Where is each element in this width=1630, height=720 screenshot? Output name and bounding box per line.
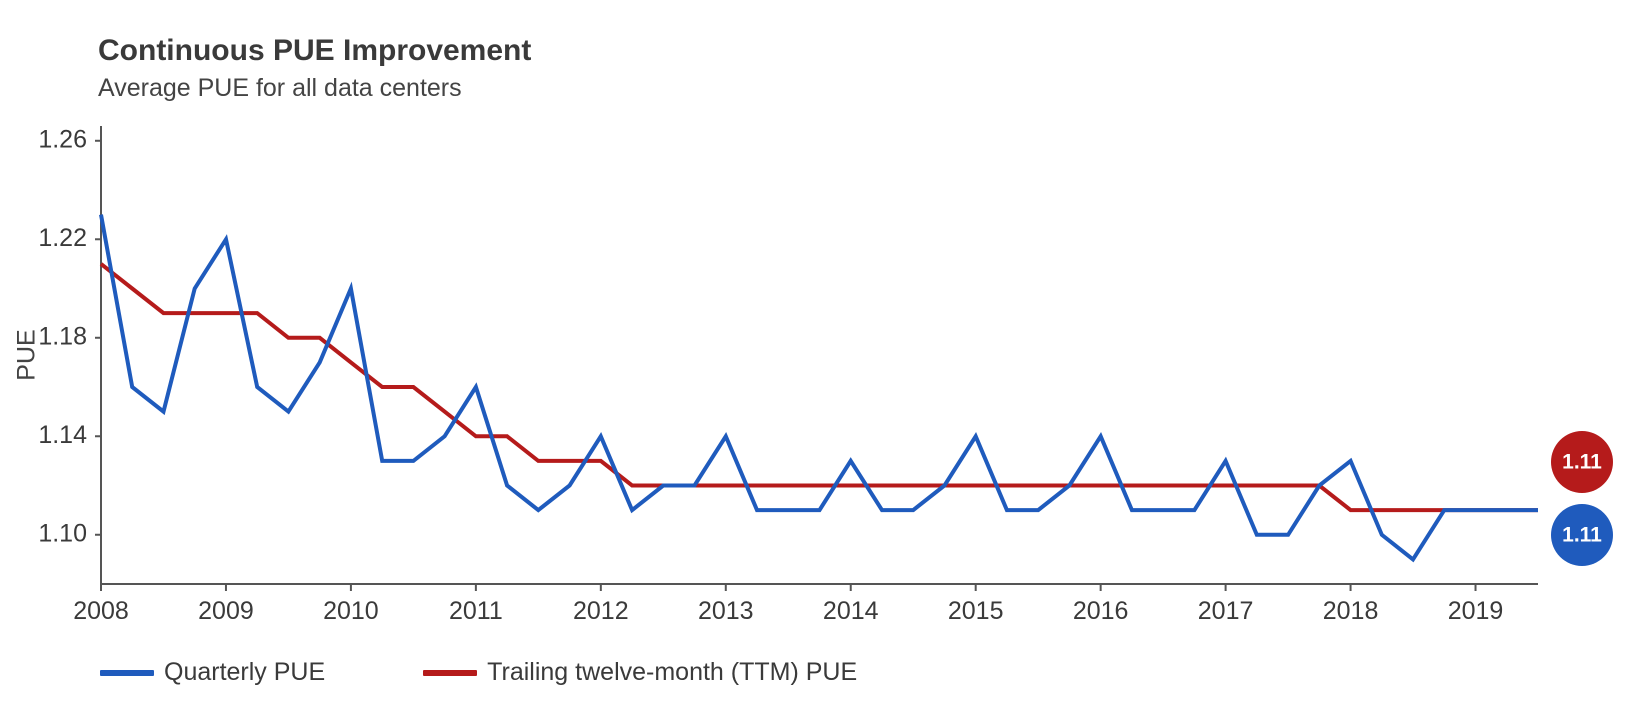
x-tick-label: 2014: [823, 597, 879, 625]
y-tick-label: 1.10: [38, 519, 87, 547]
x-tick-label: 2013: [698, 597, 754, 625]
legend-item-ttm[interactable]: Trailing twelve-month (TTM) PUE: [423, 658, 857, 687]
x-tick-label: 2016: [1073, 597, 1129, 625]
end-badge-ttm: [1551, 431, 1613, 493]
legend-swatch-quarterly: [100, 669, 154, 676]
x-tick-label: 2009: [198, 597, 254, 625]
series-line-quarterly-pue: [99, 214, 1538, 563]
chart-title: Continuous PUE Improvement: [98, 34, 532, 67]
x-tick-label: 2017: [1198, 597, 1254, 625]
x-tick-label: 2012: [573, 597, 629, 625]
end-badge-ttm-label: 1.11: [1562, 451, 1602, 474]
y-ticks: 1.10 1.14 1.18 1.22 1.26: [38, 125, 101, 547]
series-lines: [99, 214, 1538, 563]
series-line-ttm-pue: [99, 262, 1538, 513]
chart-subtitle: Average PUE for all data centers: [98, 74, 462, 102]
end-badge-quarterly: [1551, 504, 1613, 566]
y-axis-label: PUE: [13, 329, 41, 380]
y-tick-label: 1.22: [38, 224, 87, 252]
y-tick-label: 1.18: [38, 322, 87, 350]
axes: PUE: [13, 126, 1538, 585]
x-ticks: 2008 2009 2010 2011 2012 2013 2014 2015 2016 2017…: [73, 584, 1503, 625]
x-tick-label: 2011: [449, 597, 503, 625]
x-tick-label: 2010: [323, 597, 379, 625]
legend-swatch-ttm: [423, 669, 478, 676]
legend: Quarterly PUE Trailing twelve-month (TTM…: [100, 658, 955, 687]
x-tick-label: 2015: [948, 597, 1004, 625]
legend-item-quarterly[interactable]: Quarterly PUE: [100, 658, 325, 687]
y-tick-label: 1.26: [38, 125, 87, 153]
legend-label-ttm: Trailing twelve-month (TTM) PUE: [487, 658, 858, 686]
x-tick-label: 2019: [1448, 597, 1504, 625]
end-badge-quarterly-label: 1.11: [1562, 524, 1602, 547]
x-tick-label: 2008: [73, 597, 129, 625]
legend-label-quarterly: Quarterly PUE: [164, 658, 326, 686]
end-badges: 1.11 1.11: [1551, 431, 1613, 566]
y-tick-label: 1.14: [38, 421, 87, 449]
x-tick-label: 2018: [1323, 597, 1379, 625]
